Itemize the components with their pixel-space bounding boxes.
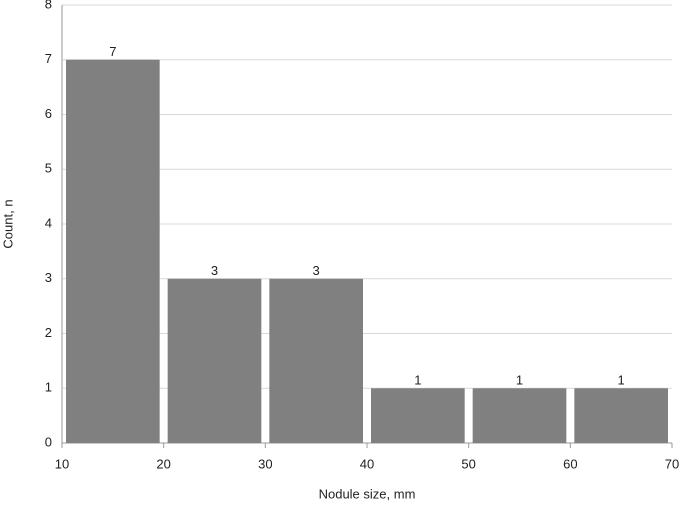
data-label: 1 — [618, 373, 625, 388]
y-tick-label: 4 — [45, 215, 52, 230]
y-tick-label: 1 — [45, 380, 52, 395]
x-tick-label: 50 — [461, 456, 475, 471]
x-axis-title: Nodule size, mm — [319, 486, 416, 501]
bar — [371, 388, 465, 443]
x-tick-label: 60 — [563, 456, 577, 471]
bar — [66, 59, 160, 443]
x-tick-label: 20 — [156, 456, 170, 471]
y-tick-label: 6 — [45, 106, 52, 121]
y-tick-label: 3 — [45, 270, 52, 285]
data-label: 1 — [516, 373, 523, 388]
x-tick-label: 70 — [665, 456, 679, 471]
data-label: 3 — [211, 263, 218, 278]
y-tick-label: 0 — [45, 434, 52, 449]
data-label: 1 — [414, 373, 421, 388]
x-tick-label: 30 — [258, 456, 272, 471]
bar — [472, 388, 567, 443]
data-label: 3 — [313, 263, 320, 278]
bar — [167, 278, 262, 443]
y-tick-label: 5 — [45, 161, 52, 176]
y-tick-label: 2 — [45, 325, 52, 340]
data-label: 7 — [109, 44, 116, 59]
x-tick-label: 40 — [360, 456, 374, 471]
x-tick-label: 10 — [55, 456, 69, 471]
bar — [574, 388, 668, 443]
y-tick-label: 7 — [45, 51, 52, 66]
y-tick-label: 8 — [45, 0, 52, 11]
bar — [269, 278, 363, 443]
y-axis-title: Count, n — [0, 199, 15, 248]
